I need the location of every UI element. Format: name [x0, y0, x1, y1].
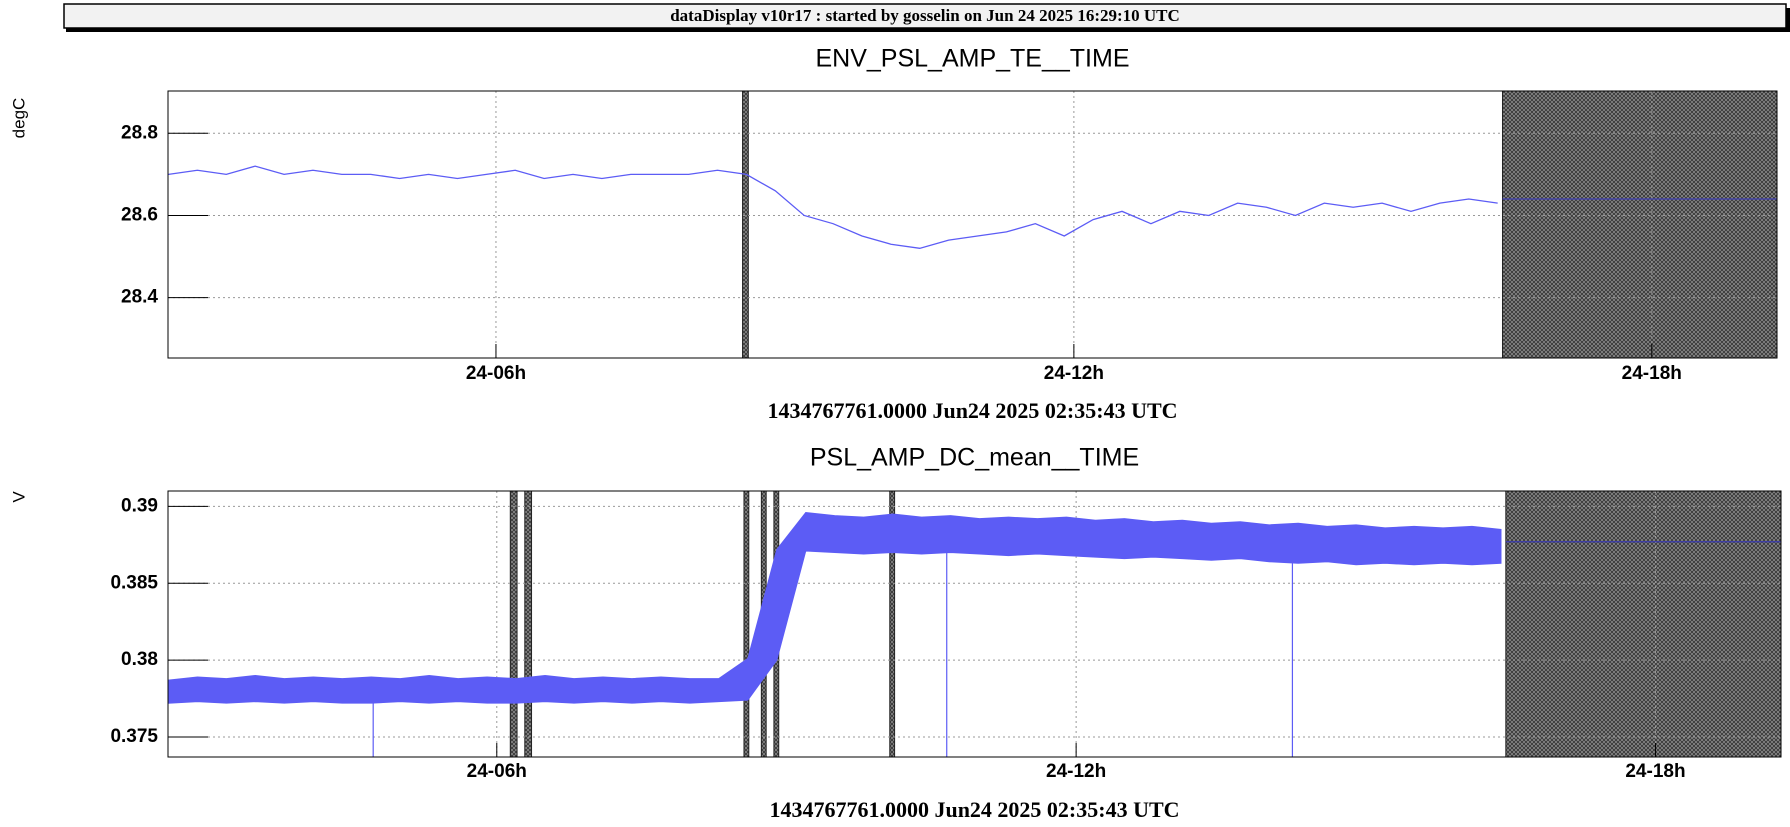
header-bar — [63, 3, 1787, 29]
masked-interval — [742, 91, 749, 358]
masked-interval — [1501, 91, 1777, 358]
y-axis-label: degC — [9, 98, 28, 139]
masked-interval — [509, 491, 518, 757]
signal-line — [168, 165, 1498, 249]
masked-interval — [743, 491, 750, 757]
x-axis-label: 1434767761.0000 Jun24 2025 02:35:43 UTC — [769, 797, 1179, 822]
y-tick-label: 0.38 — [121, 649, 158, 670]
chart-title: ENV_PSL_AMP_TE__TIME — [815, 45, 1129, 73]
y-tick-label: 0.385 — [110, 572, 158, 593]
masked-interval — [889, 491, 896, 757]
y-tick-label: 28.8 — [121, 122, 158, 143]
plot-layer — [168, 491, 1781, 757]
y-tick-label: 0.375 — [110, 726, 158, 747]
x-tick-label: 24-18h — [1622, 363, 1682, 384]
signal-band — [168, 511, 1502, 704]
plot-frame — [167, 490, 1782, 758]
plot-frame — [167, 90, 1778, 359]
chart-title: PSL_AMP_DC_mean__TIME — [810, 444, 1139, 472]
masked-interval — [1505, 491, 1781, 757]
y-tick-label: 0.39 — [121, 495, 158, 516]
x-tick-label: 24-06h — [467, 761, 527, 782]
masked-interval — [524, 491, 533, 757]
y-tick-label: 28.4 — [121, 287, 158, 308]
y-axis-label: V — [9, 491, 28, 503]
plot-layer — [168, 91, 1777, 358]
x-tick-label: 24-12h — [1046, 761, 1106, 782]
x-tick-label: 24-18h — [1625, 761, 1685, 782]
header-title: dataDisplay v10r17 : started by gosselin… — [670, 6, 1180, 25]
x-axis-label: 1434767761.0000 Jun24 2025 02:35:43 UTC — [767, 398, 1177, 423]
x-tick-label: 24-12h — [1044, 363, 1104, 384]
x-tick-label: 24-06h — [466, 363, 526, 384]
y-tick-label: 28.6 — [121, 204, 158, 225]
